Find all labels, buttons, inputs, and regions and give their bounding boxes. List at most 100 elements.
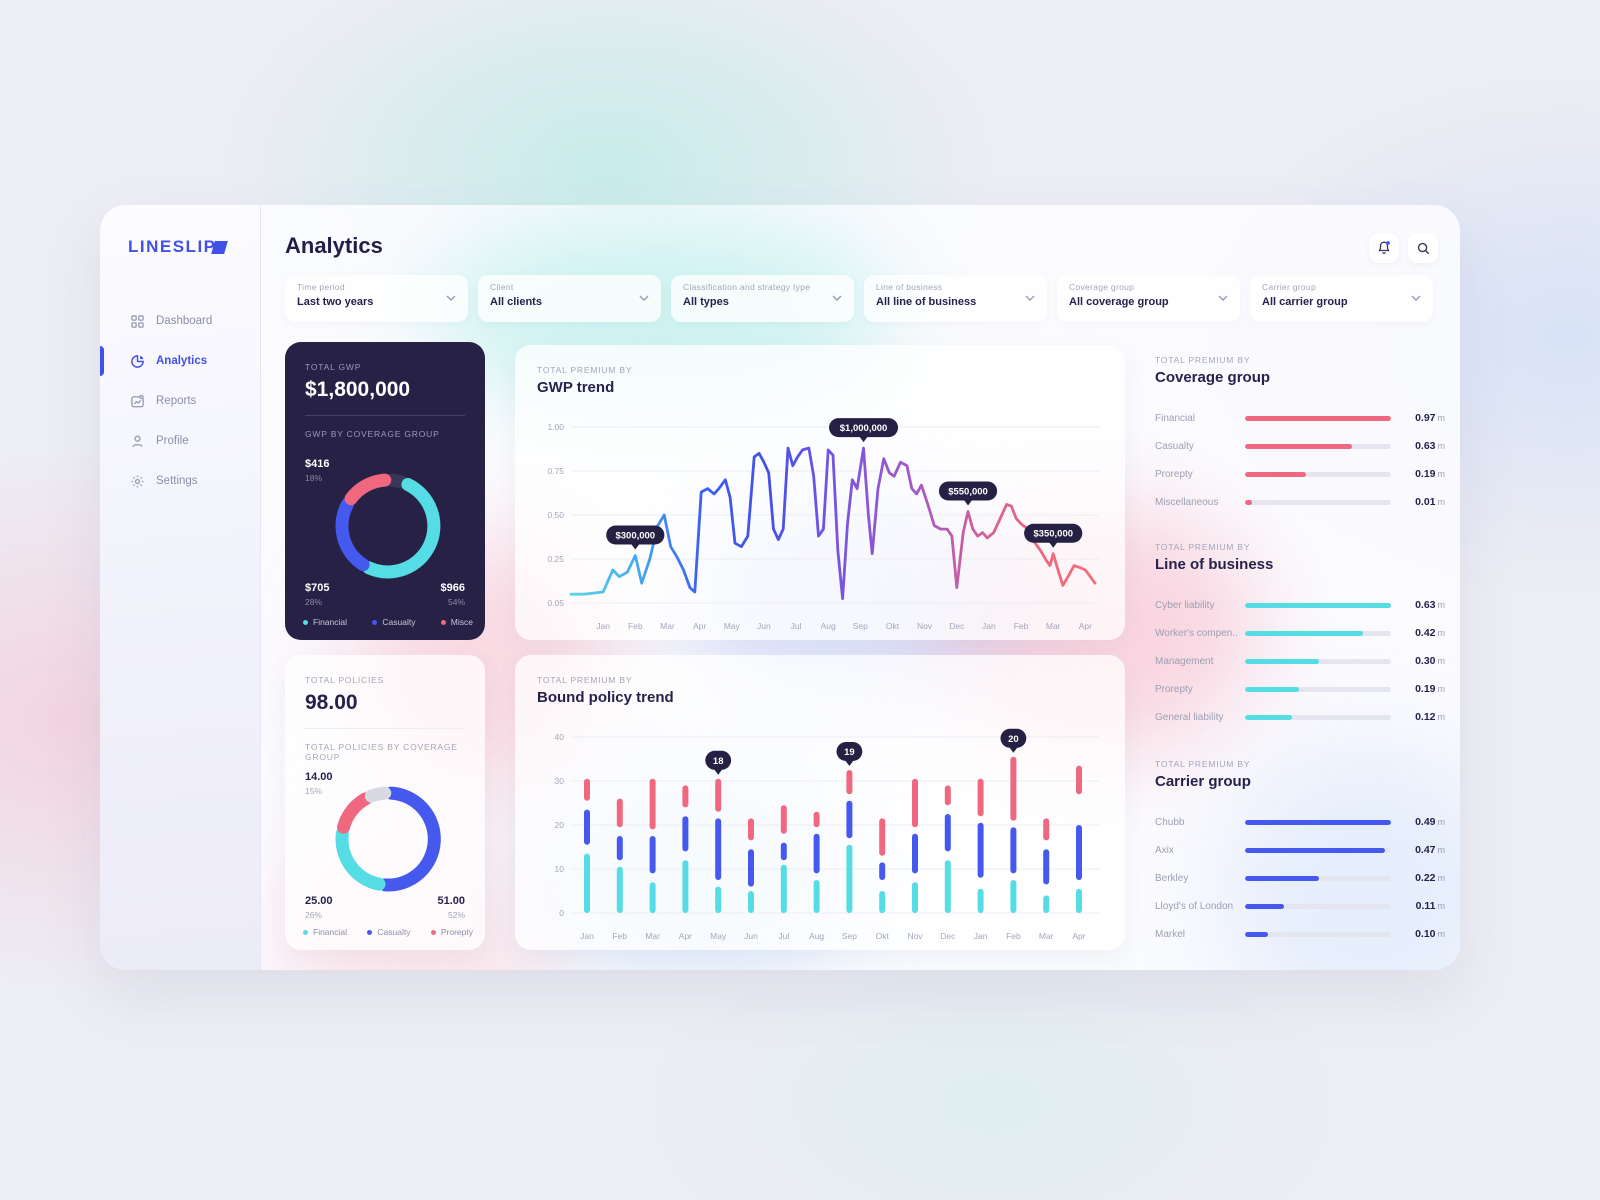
total-gwp-label: TOTAL GWP xyxy=(305,362,362,372)
stat-bar-fill xyxy=(1245,847,1386,853)
stat-unit: m xyxy=(1437,901,1446,911)
line-of-business-title: Line of business xyxy=(1155,556,1274,573)
sidebar-item-label: Analytics xyxy=(156,355,208,367)
stat-unit: m xyxy=(1437,873,1446,883)
stat-label: Cyber liability xyxy=(1155,599,1215,611)
svg-text:Jun: Jun xyxy=(757,621,771,631)
stat-value: 0.47 m xyxy=(1415,844,1445,856)
stat-unit: m xyxy=(1437,441,1446,451)
sidebar-item-settings[interactable]: Settings xyxy=(100,461,260,501)
stat-bar-fill xyxy=(1245,602,1391,608)
filter-label: Coverage group xyxy=(1069,282,1135,292)
gwp-donut-legend: Financial Casualty Misce xyxy=(303,617,473,627)
svg-text:Aug: Aug xyxy=(809,931,824,941)
slice-value: 14.00 xyxy=(305,771,333,783)
stat-bar-track xyxy=(1245,686,1391,692)
stat-value: 0.01 m xyxy=(1415,496,1445,508)
svg-text:Mar: Mar xyxy=(1039,931,1054,941)
filter-classification[interactable]: Classification and strategy type All type… xyxy=(671,275,854,322)
stat-value: 0.97 m xyxy=(1415,412,1445,424)
svg-text:Dec: Dec xyxy=(940,931,956,941)
svg-text:$350,000: $350,000 xyxy=(1033,529,1073,540)
stat-bar-fill xyxy=(1245,903,1285,909)
chevron-down-icon xyxy=(1025,295,1035,301)
stat-label: Miscellaneous xyxy=(1155,496,1219,508)
sidebar-item-dashboard[interactable]: Dashboard xyxy=(100,301,260,341)
legend-item-casualty: Casualty xyxy=(367,927,410,937)
slice-value: $966 xyxy=(440,582,465,594)
coverage-group-subtitle: TOTAL PREMIUM BY xyxy=(1155,355,1251,365)
stat-value: 0.10 m xyxy=(1415,928,1445,940)
chevron-down-icon xyxy=(832,295,842,301)
stat-bar-track xyxy=(1245,931,1391,937)
stat-row-miscellaneous: Miscellaneous 0.01 m xyxy=(1155,488,1445,516)
svg-text:Jun: Jun xyxy=(744,931,758,941)
svg-text:Jul: Jul xyxy=(778,931,789,941)
chevron-down-icon xyxy=(1411,295,1421,301)
svg-text:Nov: Nov xyxy=(917,621,933,631)
policies-donut-legend: Financial Casualty Prorepty xyxy=(303,927,473,937)
legend-label: Casualty xyxy=(382,617,416,627)
sidebar-item-reports[interactable]: Reports xyxy=(100,381,260,421)
sidebar: LINESLIP Dashboard Analytics Reports Profil… xyxy=(100,205,261,970)
line-of-business-rows: Cyber liability 0.63 m Worker's compen.. 0.4… xyxy=(1155,591,1445,731)
legend-dot xyxy=(367,929,373,935)
slice-value: $416 xyxy=(305,458,330,470)
slice-percent: 26% xyxy=(305,910,323,920)
filter-line-of-business[interactable]: Line of business All line of business xyxy=(864,275,1047,322)
legend-label: Financial xyxy=(313,617,348,627)
stat-row-berkley: Berkley 0.22 m xyxy=(1155,864,1445,892)
stat-row-general-liability: General liability 0.12 m xyxy=(1155,703,1445,731)
stat-bar-fill xyxy=(1245,931,1269,937)
stat-label: Prorepty xyxy=(1155,683,1193,695)
carrier-group-title: Carrier group xyxy=(1155,773,1251,790)
stat-bar-track xyxy=(1245,658,1391,664)
carrier-group-subtitle: TOTAL PREMIUM BY xyxy=(1155,759,1251,769)
filter-label: Classification and strategy type xyxy=(683,282,811,292)
svg-text:0.05: 0.05 xyxy=(547,598,564,608)
svg-text:Okt: Okt xyxy=(886,621,900,631)
stat-bar-fill xyxy=(1245,630,1364,636)
filter-value: Last two years xyxy=(297,296,374,308)
donut-slice-label-financial: $966 54% xyxy=(441,582,465,607)
sidebar-item-analytics[interactable]: Analytics xyxy=(100,341,260,381)
stat-row-axix: Axix 0.47 m xyxy=(1155,836,1445,864)
svg-text:Sep: Sep xyxy=(842,931,857,941)
stat-value: 0.63 m xyxy=(1415,440,1446,452)
stat-row-management: Management 0.30 m xyxy=(1155,647,1445,675)
stat-label: Lloyd's of London xyxy=(1155,900,1234,912)
lineslip-logo[interactable]: LINESLIP xyxy=(128,237,228,257)
svg-text:1.00: 1.00 xyxy=(547,422,564,432)
search-button[interactable] xyxy=(1408,233,1438,263)
svg-text:Nov: Nov xyxy=(907,931,923,941)
person-icon xyxy=(130,434,145,449)
svg-text:Apr: Apr xyxy=(693,621,706,631)
svg-text:$300,000: $300,000 xyxy=(615,530,655,541)
legend-dot xyxy=(303,619,308,625)
notifications-button[interactable] xyxy=(1369,233,1399,263)
slice-percent: 18% xyxy=(305,473,323,483)
slice-percent: 54% xyxy=(447,597,465,607)
filter-carrier-group[interactable]: Carrier group All carrier group xyxy=(1250,275,1433,322)
total-gwp-card: TOTAL GWP $1,800,000 GWP BY COVERAGE GRO… xyxy=(285,342,485,640)
stat-bar-track xyxy=(1245,443,1391,449)
svg-text:Aug: Aug xyxy=(821,621,836,631)
filter-coverage-group[interactable]: Coverage group All coverage group xyxy=(1057,275,1240,322)
stat-bar-fill xyxy=(1245,471,1307,477)
stat-bar-fill xyxy=(1245,499,1253,505)
filter-client[interactable]: Client All clients xyxy=(478,275,661,322)
carrier-group-rows: Chubb 0.49 m Axix 0.47 m Berkley 0.22 m Lloyd's o… xyxy=(1155,808,1445,948)
legend-item-prorepty: Prorepty xyxy=(430,927,473,937)
filter-value: All types xyxy=(683,296,729,308)
stat-row-prorepty: Prorepty 0.19 m xyxy=(1155,460,1445,488)
svg-text:Feb: Feb xyxy=(1006,931,1021,941)
filter-label: Time period xyxy=(297,282,345,292)
sidebar-item-profile[interactable]: Profile xyxy=(100,421,260,461)
gwp-trend-chart: 1.00 0.75 0.50 0.25 0.05 Jan Feb Mar Apr May Jun Ju… xyxy=(537,413,1103,632)
filter-time-period[interactable]: Time period Last two years xyxy=(285,275,468,322)
svg-text:Sep: Sep xyxy=(853,621,868,631)
legend-label: Misce xyxy=(450,617,473,627)
stat-label: Financial xyxy=(1155,412,1196,424)
filter-label: Carrier group xyxy=(1262,282,1316,292)
legend-item-casualty: Casualty xyxy=(372,617,415,627)
